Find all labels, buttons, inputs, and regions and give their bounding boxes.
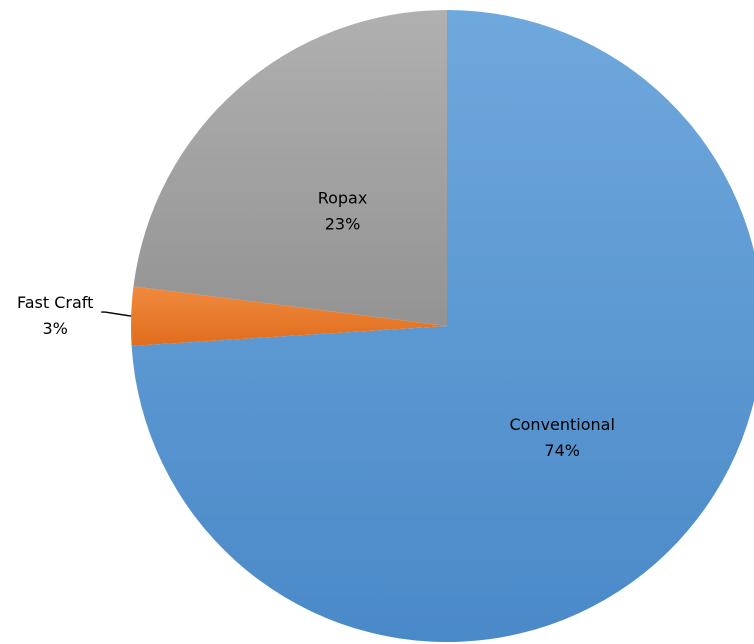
slice-percent-ropax: 23%	[325, 215, 361, 234]
slice-percent-fast-craft: 3%	[43, 319, 68, 338]
leader-lines	[101, 311, 132, 317]
pie-slice-fast-craft	[130, 286, 447, 346]
pie-slices	[130, 10, 754, 642]
pie-slice-ropax	[133, 10, 448, 326]
leader-line-fast-craft	[101, 311, 132, 317]
slice-percent-conventional: 74%	[544, 441, 580, 460]
slice-label-ropax: Ropax	[318, 189, 368, 208]
slice-labels: Conventional 74% Fast Craft 3% Ropax 23%	[17, 189, 615, 461]
slice-label-fast-craft: Fast Craft	[17, 293, 93, 312]
slice-label-conventional: Conventional	[509, 415, 614, 434]
pie-slice-conventional	[131, 10, 754, 642]
